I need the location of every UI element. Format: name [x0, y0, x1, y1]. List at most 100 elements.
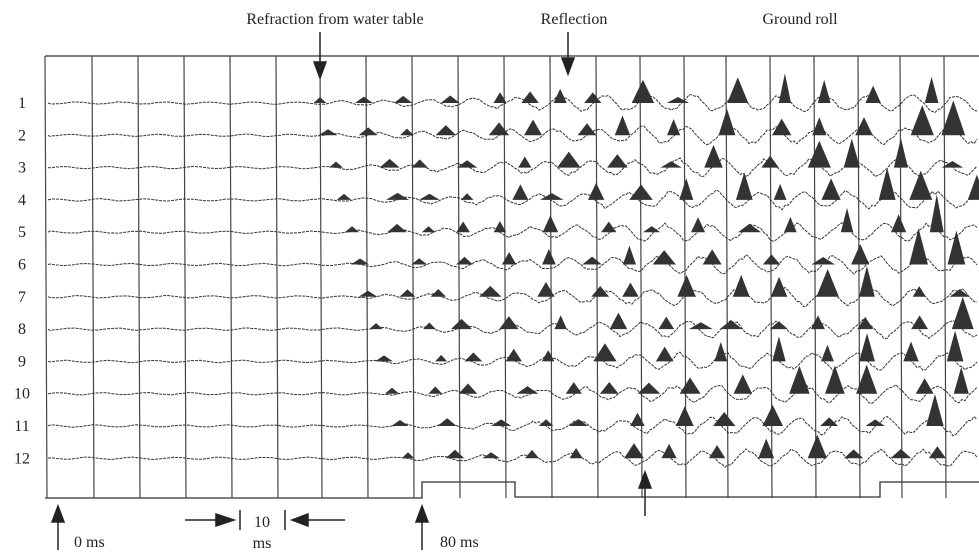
- timing-line: [899, 55, 903, 499]
- refraction-label: Refraction from water table: [246, 11, 423, 28]
- trace-label: 2: [18, 127, 26, 144]
- wavelet: [624, 443, 644, 459]
- wavelet: [569, 447, 583, 459]
- trace-label: 8: [18, 321, 26, 338]
- wavelet: [941, 161, 964, 168]
- wavelet: [817, 79, 831, 103]
- trace: [47, 125, 978, 146]
- traces: [47, 73, 979, 468]
- wavelet: [456, 256, 473, 265]
- wavelet: [890, 449, 912, 459]
- wavelet: [677, 275, 696, 297]
- wavelet: [437, 418, 457, 426]
- wavelet: [951, 296, 974, 330]
- timing-line: [457, 55, 461, 499]
- wavelet: [947, 230, 966, 265]
- wavelet: [435, 354, 448, 362]
- wavelet: [593, 343, 617, 362]
- timing-line: [549, 55, 553, 499]
- wavelet: [369, 323, 383, 330]
- wavelet: [821, 344, 834, 362]
- wavelet: [704, 144, 723, 168]
- wavelet: [778, 73, 792, 103]
- wavelet: [521, 91, 539, 103]
- frame-bottom: [45, 481, 979, 499]
- wavelet: [445, 449, 465, 459]
- trace-label: 3: [18, 160, 26, 177]
- wavelet: [825, 365, 845, 394]
- wavelet: [714, 342, 728, 362]
- wavelet: [387, 223, 407, 233]
- wavelet: [859, 333, 875, 362]
- wavelet: [911, 315, 929, 330]
- wavelet: [789, 365, 810, 394]
- wavelet: [587, 182, 605, 200]
- wavelet: [630, 412, 645, 426]
- wavelet: [761, 155, 779, 168]
- wavelet: [553, 88, 567, 103]
- trace: [47, 448, 978, 468]
- timing-line: [639, 55, 643, 499]
- wavelet: [505, 348, 522, 362]
- timing-line: [411, 55, 415, 499]
- timing-line: [275, 55, 279, 499]
- wavelet: [859, 266, 875, 297]
- wavelet: [525, 449, 540, 459]
- wavelet: [358, 290, 378, 297]
- trace-label: 10: [14, 386, 30, 403]
- timing-line: [365, 55, 369, 499]
- wavelet: [967, 174, 979, 200]
- trace-label: 9: [18, 353, 26, 370]
- wavelet: [924, 76, 939, 103]
- wavelet: [411, 159, 428, 168]
- wavelet: [394, 95, 413, 103]
- timing-line: [683, 55, 687, 499]
- wavelet: [891, 214, 907, 233]
- wavelet: [599, 381, 619, 394]
- wavelet: [430, 289, 447, 297]
- wavelet: [661, 443, 677, 459]
- wavelet: [821, 178, 841, 200]
- wavelet: [857, 316, 874, 330]
- wavelet: [909, 228, 928, 265]
- wavelet: [762, 405, 784, 426]
- wavelet: [582, 256, 602, 265]
- trace: [47, 189, 978, 211]
- wavelet: [660, 161, 682, 168]
- timing-line: [813, 55, 817, 499]
- wavelet: [912, 286, 926, 297]
- wavelet: [358, 127, 378, 136]
- wavelet: [460, 193, 474, 200]
- timing-line: [943, 55, 947, 499]
- wavelet: [512, 184, 529, 200]
- timing-line: [769, 55, 773, 499]
- wavelet: [440, 95, 460, 103]
- wavelet: [941, 100, 966, 136]
- timing-line: [595, 55, 599, 499]
- trace: [47, 415, 978, 437]
- wavelet: [909, 170, 933, 200]
- wavelet: [953, 367, 969, 394]
- wavelet: [667, 119, 681, 136]
- wavelet: [464, 352, 483, 362]
- wavelet: [926, 393, 944, 426]
- arrows: [50, 32, 653, 550]
- wavelet: [856, 364, 878, 394]
- wavelet: [540, 193, 564, 200]
- wavelet: [411, 258, 428, 265]
- wavelet: [812, 117, 827, 136]
- wavelet: [773, 183, 787, 200]
- wavelet: [422, 322, 436, 330]
- trace: [47, 383, 978, 404]
- wavelet: [386, 192, 410, 200]
- wavelet: [910, 105, 934, 136]
- wavelet: [493, 92, 507, 103]
- wavelet: [542, 215, 559, 233]
- wavelet: [719, 320, 743, 330]
- wavelet: [718, 108, 736, 136]
- wavelet: [738, 223, 762, 233]
- wavelet: [843, 138, 860, 168]
- wavelet: [784, 216, 797, 233]
